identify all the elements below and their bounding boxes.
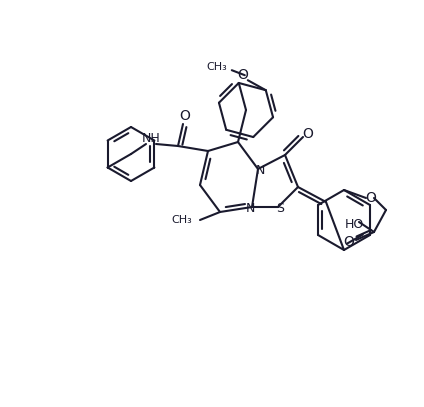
Text: N: N bbox=[255, 164, 265, 177]
Text: O: O bbox=[179, 109, 190, 123]
Text: N: N bbox=[245, 203, 255, 215]
Text: NH: NH bbox=[142, 133, 160, 145]
Text: O: O bbox=[343, 235, 354, 249]
Text: O: O bbox=[365, 191, 377, 205]
Text: O: O bbox=[237, 68, 248, 82]
Text: CH₃: CH₃ bbox=[171, 215, 192, 225]
Text: HO: HO bbox=[344, 217, 364, 230]
Text: S: S bbox=[276, 203, 284, 215]
Text: CH₃: CH₃ bbox=[206, 62, 227, 72]
Text: O: O bbox=[303, 127, 313, 141]
